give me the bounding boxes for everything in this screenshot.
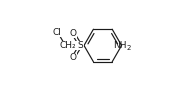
Text: CH₂: CH₂ <box>60 41 76 50</box>
Text: NH: NH <box>113 41 126 50</box>
Text: O: O <box>70 53 77 62</box>
Text: O: O <box>70 29 77 38</box>
Text: Cl: Cl <box>52 28 61 37</box>
Text: S: S <box>78 41 83 50</box>
Text: 2: 2 <box>126 45 131 51</box>
